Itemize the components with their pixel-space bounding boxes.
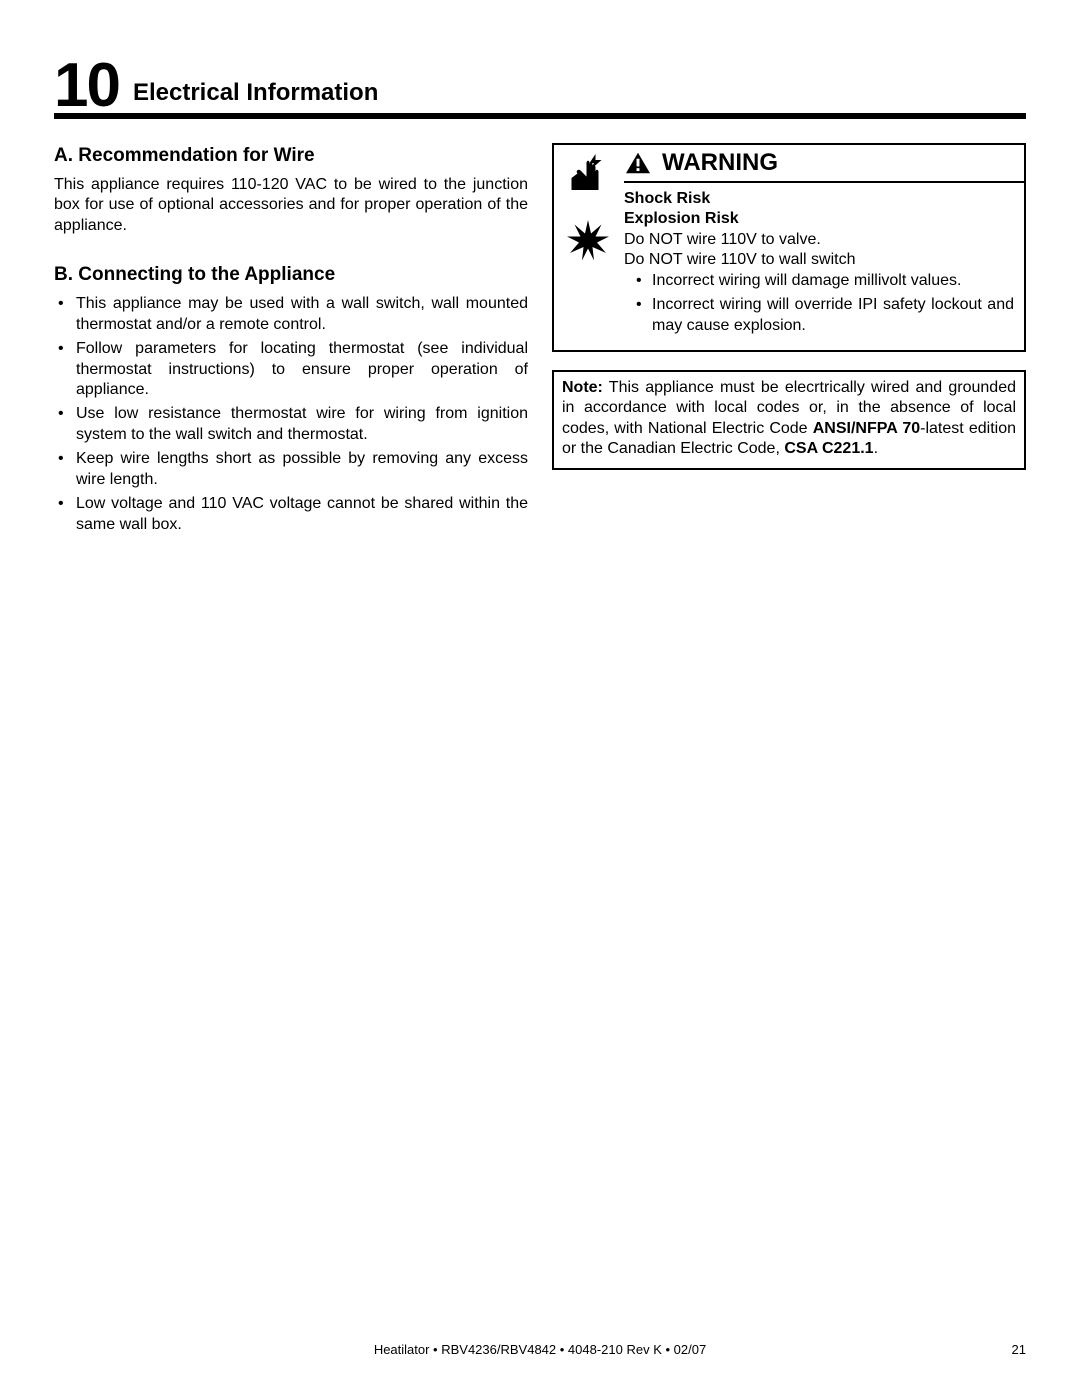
page: 10 Electrical Information A. Recommendat…: [0, 0, 1080, 1397]
left-column: A. Recommendation for Wire This applianc…: [54, 139, 528, 540]
two-column-layout: A. Recommendation for Wire This applianc…: [54, 139, 1026, 540]
list-item: Incorrect wiring will damage millivolt v…: [624, 271, 1014, 291]
footer-text: Heatilator • RBV4236/RBV4842 • 4048-210 …: [374, 1342, 706, 1357]
list-item: Keep wire lengths short as possible by r…: [54, 449, 528, 490]
warning-triangle-icon: [624, 151, 652, 175]
section-a-heading: A. Recommendation for Wire: [54, 145, 528, 167]
explosion-icon: [562, 217, 614, 265]
warning-line: Do NOT wire 110V to valve.: [624, 230, 1014, 250]
list-item: This appliance may be used with a wall s…: [54, 294, 528, 335]
warning-risk-explosion: Explosion Risk: [624, 209, 1014, 229]
note-code: CSA C221.1: [784, 440, 873, 457]
footer-page-number: 21: [1012, 1342, 1026, 1357]
warning-line: Do NOT wire 110V to wall switch: [624, 250, 1014, 270]
section-b-heading: B. Connecting to the Appliance: [54, 264, 528, 286]
chapter-title: Electrical Information: [133, 79, 378, 113]
shock-hand-icon: [562, 151, 614, 199]
list-item: Incorrect wiring will override IPI safet…: [624, 295, 1014, 336]
list-item: Follow parameters for locating thermosta…: [54, 339, 528, 400]
section-a-text: This appliance requires 110-120 VAC to b…: [54, 175, 528, 236]
section-b-list: This appliance may be used with a wall s…: [54, 294, 528, 535]
note-text: .: [874, 440, 878, 457]
warning-title: WARNING: [662, 149, 778, 177]
warning-icons: [554, 145, 624, 350]
right-column: WARNING Shock Risk Explosion Risk Do NOT…: [552, 139, 1026, 540]
warning-risk-shock: Shock Risk: [624, 189, 1014, 209]
chapter-number: 10: [54, 60, 119, 113]
warning-bullets: Incorrect wiring will damage millivolt v…: [624, 271, 1014, 336]
warning-title-row: WARNING: [624, 145, 1024, 183]
list-item: Low voltage and 110 VAC voltage cannot b…: [54, 494, 528, 535]
note-box: Note: This appliance must be elecrtrical…: [552, 370, 1026, 470]
page-footer: Heatilator • RBV4236/RBV4842 • 4048-210 …: [54, 1342, 1026, 1357]
warning-body: Shock Risk Explosion Risk Do NOT wire 11…: [624, 183, 1024, 350]
note-label: Note:: [562, 379, 603, 396]
warning-content: WARNING Shock Risk Explosion Risk Do NOT…: [624, 145, 1024, 350]
warning-box: WARNING Shock Risk Explosion Risk Do NOT…: [552, 143, 1026, 352]
list-item: Use low resistance thermostat wire for w…: [54, 404, 528, 445]
note-code: ANSI/NFPA 70: [813, 420, 920, 437]
chapter-header: 10 Electrical Information: [54, 60, 1026, 119]
